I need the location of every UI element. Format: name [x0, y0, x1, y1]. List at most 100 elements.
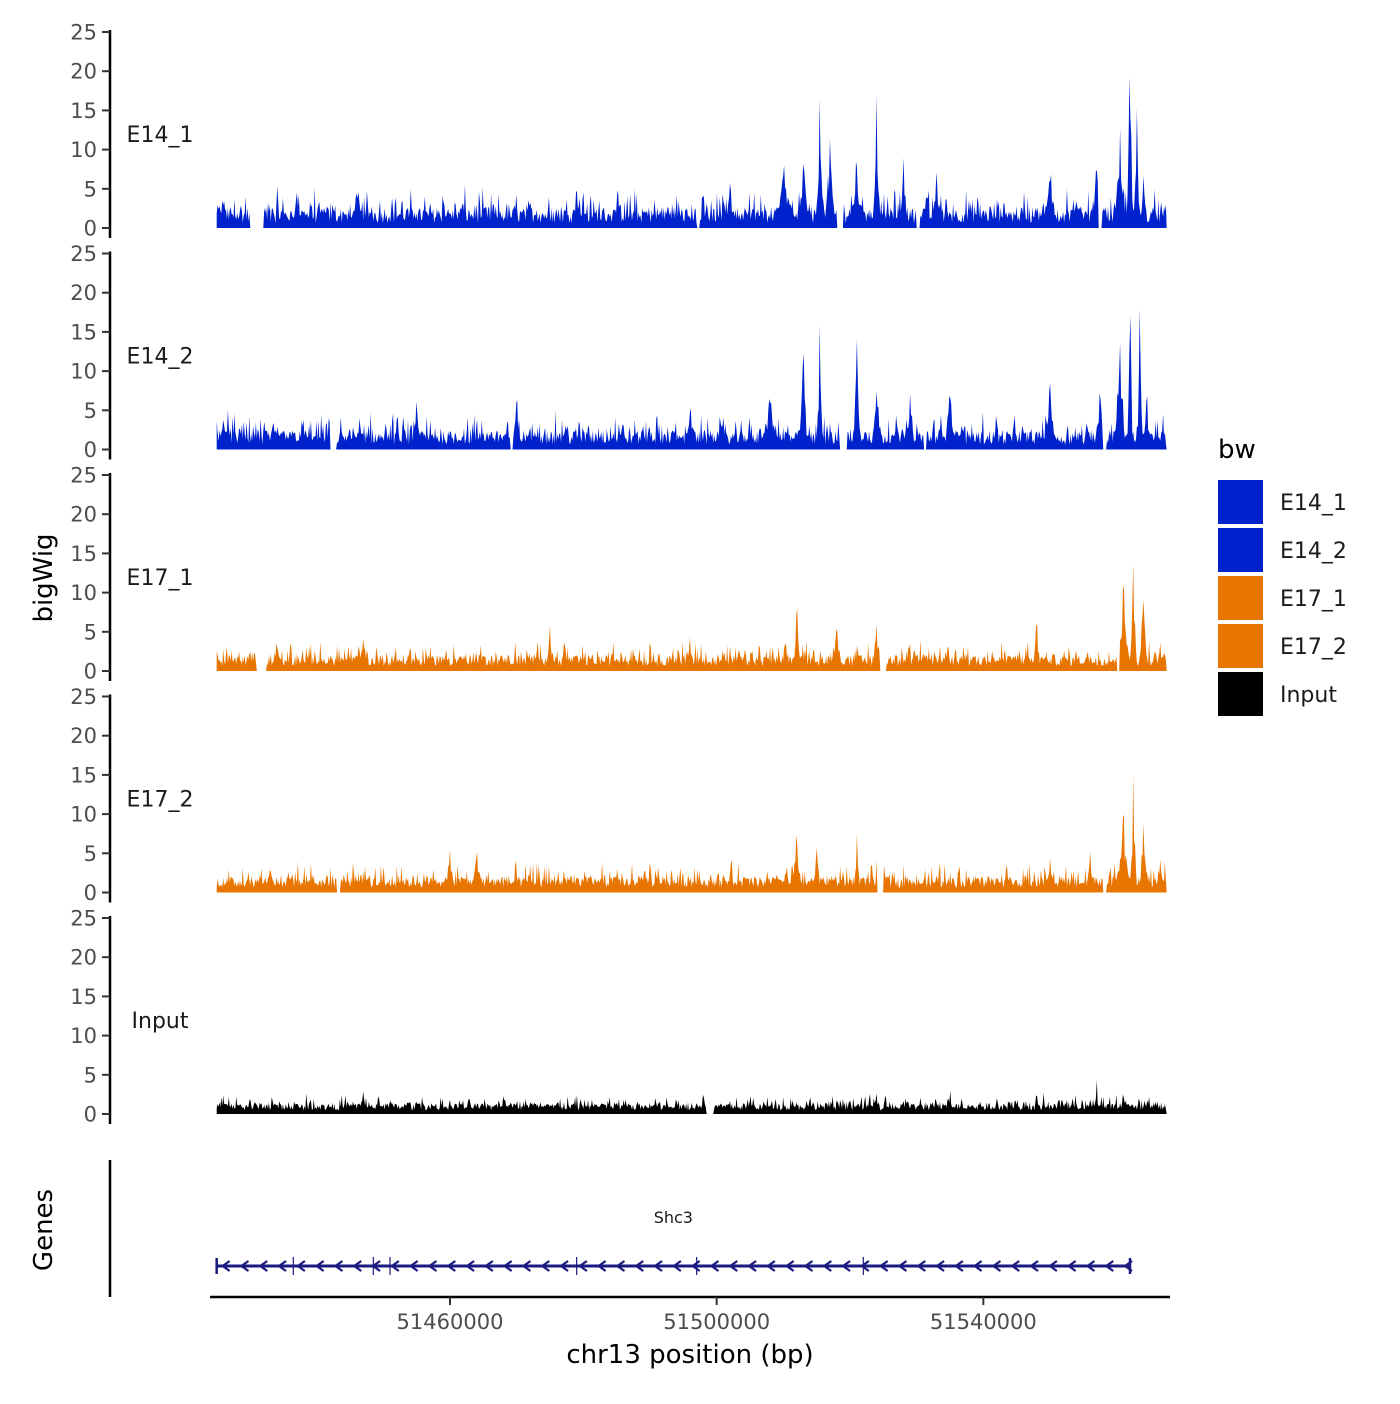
y-tick-label: 10 [70, 803, 97, 827]
x-tick-label: 51540000 [930, 1310, 1037, 1334]
track-E17_1: 0 5 10 15 20 25 E17_1 [70, 464, 1167, 684]
y-tick-label: 10 [70, 138, 97, 162]
legend-swatch [1218, 624, 1263, 668]
y-tick-label: 20 [70, 503, 97, 527]
y-tick-label: 10 [70, 1024, 97, 1048]
y-tick-label: 10 [70, 360, 97, 384]
strand-arrow [408, 1260, 419, 1272]
strand-arrow [352, 1260, 362, 1272]
y-tick-label: 0 [84, 217, 97, 241]
y-tick-label: 5 [84, 177, 97, 201]
gene-track: Genes Shc3 [29, 1160, 1133, 1297]
y-tick-label: 25 [70, 907, 97, 931]
strand-arrow [596, 1260, 607, 1272]
y-tick-label: 5 [84, 620, 97, 644]
legend-label: E14_1 [1280, 491, 1347, 516]
strand-arrow [220, 1260, 231, 1272]
legend-entry-Input: Input [1218, 672, 1337, 716]
strand-arrow [559, 1260, 569, 1272]
strand-arrow [239, 1260, 250, 1272]
strand-arrow [389, 1260, 400, 1272]
strand-arrow [822, 1260, 832, 1272]
legend: bw E14_1 E14_2 E17_1 E17_2 Input [1218, 435, 1347, 716]
strand-arrow [540, 1260, 550, 1272]
strand-arrow [690, 1260, 701, 1272]
legend-label: Input [1280, 683, 1337, 708]
y-tick-label: 5 [84, 1063, 97, 1087]
strand-arrow [465, 1260, 475, 1272]
strand-arrow [314, 1260, 325, 1272]
signal-area-E17_1 [216, 562, 1167, 671]
y-tick-label: 15 [70, 542, 97, 566]
y-tick-label: 5 [84, 842, 97, 866]
y-tick-label: 15 [70, 320, 97, 344]
y-tick-label: 20 [70, 724, 97, 748]
strand-arrow [784, 1260, 795, 1272]
y-tick-label: 15 [70, 763, 97, 787]
track-label: E17_2 [127, 788, 194, 813]
y-tick-label: 10 [70, 581, 97, 605]
x-tick-label: 51500000 [663, 1310, 770, 1334]
strand-arrow [841, 1260, 851, 1272]
signal-area-E14_1 [216, 77, 1167, 228]
legend-swatch [1218, 672, 1263, 716]
legend-entry-E17_1: E17_1 [1218, 576, 1347, 620]
strand-arrow [1104, 1260, 1114, 1272]
gene-Shc3: Shc3 [215, 1208, 1133, 1275]
x-axis: 51460000 51500000 51540000 [210, 1295, 1170, 1334]
track-E14_1: 0 5 10 15 20 25 E14_1 [70, 21, 1167, 241]
tracks-layer: 0 5 10 15 20 25 E14_1 0 5 10 15 20 25 E14_2 0 5 10 15 20 25… [70, 21, 1167, 1127]
strand-arrow [897, 1260, 908, 1272]
strand-arrow [728, 1260, 738, 1272]
y-tick-label: 0 [84, 660, 97, 684]
strand-arrow [295, 1260, 306, 1272]
strand-arrow [1123, 1260, 1133, 1272]
legend-swatch [1218, 480, 1263, 524]
strand-arrow [277, 1260, 287, 1272]
strand-arrow [502, 1260, 513, 1272]
strand-arrow [634, 1260, 644, 1272]
strand-arrow [765, 1260, 776, 1272]
strand-arrow [916, 1260, 926, 1272]
strand-arrow [1010, 1260, 1020, 1272]
legend-label: E17_2 [1280, 635, 1347, 660]
x-tick-label: 51460000 [397, 1310, 504, 1334]
y-tick-label: 20 [70, 60, 97, 84]
strand-arrow [1085, 1260, 1096, 1272]
strand-arrow [333, 1260, 344, 1272]
track-label: E14_2 [127, 345, 194, 370]
strand-arrow [577, 1260, 588, 1272]
y-tick-label: 25 [70, 685, 97, 709]
strand-arrow [709, 1260, 720, 1272]
strand-arrow [653, 1260, 663, 1272]
strand-arrow [1066, 1260, 1077, 1272]
y-tick-label: 25 [70, 242, 97, 266]
y-tick-label: 25 [70, 21, 97, 45]
legend-swatch [1218, 528, 1263, 572]
strand-arrow [446, 1260, 456, 1272]
track-label: E17_1 [127, 566, 194, 591]
strand-arrow [483, 1260, 494, 1272]
y-tick-label: 20 [70, 281, 97, 305]
strand-arrow [991, 1260, 1002, 1272]
y-tick-label: 0 [84, 881, 97, 905]
track-Input: 0 5 10 15 20 25 Input [70, 907, 1167, 1127]
strand-arrow [935, 1260, 945, 1272]
strand-arrow [671, 1260, 682, 1272]
legend-label: E17_1 [1280, 587, 1347, 612]
y-tick-label: 0 [84, 438, 97, 462]
legend-label: E14_2 [1280, 539, 1347, 564]
y-tick-label: 20 [70, 946, 97, 970]
y-tick-label: 5 [84, 399, 97, 423]
strand-arrow [615, 1260, 626, 1272]
strand-arrow [1029, 1260, 1039, 1272]
y-tick-label: 0 [84, 1103, 97, 1127]
legend-entry-E14_2: E14_2 [1218, 528, 1347, 572]
strand-arrow [747, 1260, 757, 1272]
strand-arrow [803, 1260, 814, 1272]
signal-area-E14_2 [216, 309, 1167, 450]
x-axis-title: chr13 position (bp) [566, 1340, 813, 1370]
strand-arrow [953, 1260, 964, 1272]
y-tick-label: 15 [70, 985, 97, 1009]
strand-arrow [859, 1260, 870, 1272]
